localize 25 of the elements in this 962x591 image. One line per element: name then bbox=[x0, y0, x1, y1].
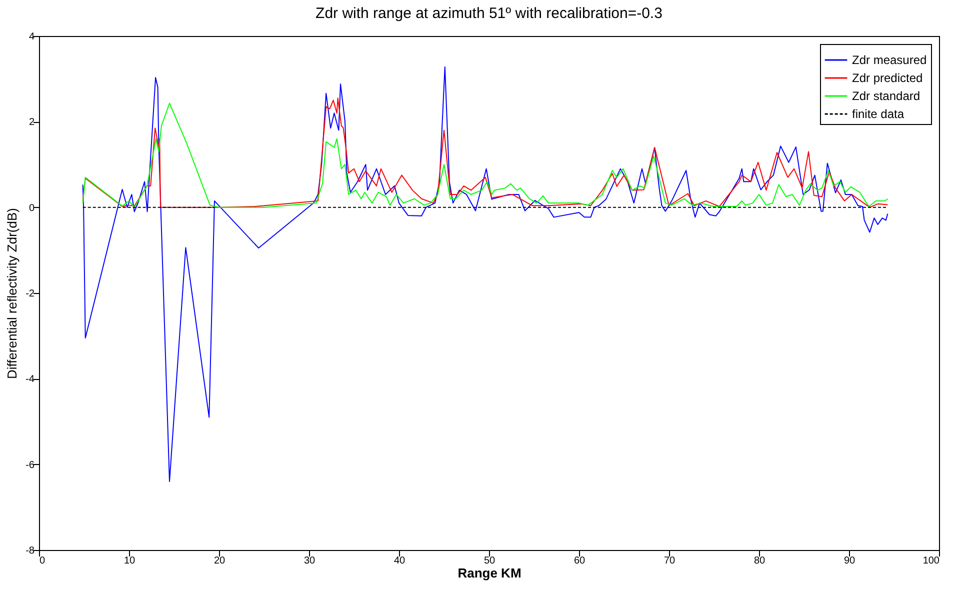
x-tick-label: 0 bbox=[40, 556, 46, 566]
x-tick-label: 60 bbox=[574, 556, 586, 566]
chart-title: Zdr with range at azimuth 51º with recalibration=-0.3 bbox=[316, 5, 662, 22]
y-tick-label: -6 bbox=[26, 460, 35, 471]
x-tick-label: 70 bbox=[664, 556, 676, 566]
x-tick-label: 80 bbox=[754, 556, 766, 566]
x-tick-label: 90 bbox=[844, 556, 856, 566]
x-tick-label: 30 bbox=[304, 556, 316, 566]
x-tick-label: 100 bbox=[922, 556, 940, 566]
y-tick-label: -2 bbox=[26, 288, 35, 300]
legend-label: Zdr measured bbox=[852, 53, 927, 67]
y-tick-label: -4 bbox=[26, 374, 35, 386]
x-tick-label: 10 bbox=[124, 556, 136, 566]
y-axis-title: Differential reflectivity Zdr(dB) bbox=[4, 208, 20, 379]
legend-label: Zdr standard bbox=[852, 89, 920, 103]
legend-label: Zdr predicted bbox=[852, 71, 923, 85]
y-tick-label: -8 bbox=[26, 546, 35, 556]
x-axis-title: Range KM bbox=[458, 566, 522, 580]
y-tick-label: 2 bbox=[28, 117, 35, 128]
legend-label: finite data bbox=[852, 107, 904, 121]
y-tick-label: 0 bbox=[28, 202, 35, 214]
y-tick-label: 4 bbox=[28, 32, 35, 42]
x-tick-label: 20 bbox=[214, 556, 226, 566]
x-tick-label: 40 bbox=[394, 556, 406, 566]
x-tick-label: 50 bbox=[484, 556, 496, 566]
